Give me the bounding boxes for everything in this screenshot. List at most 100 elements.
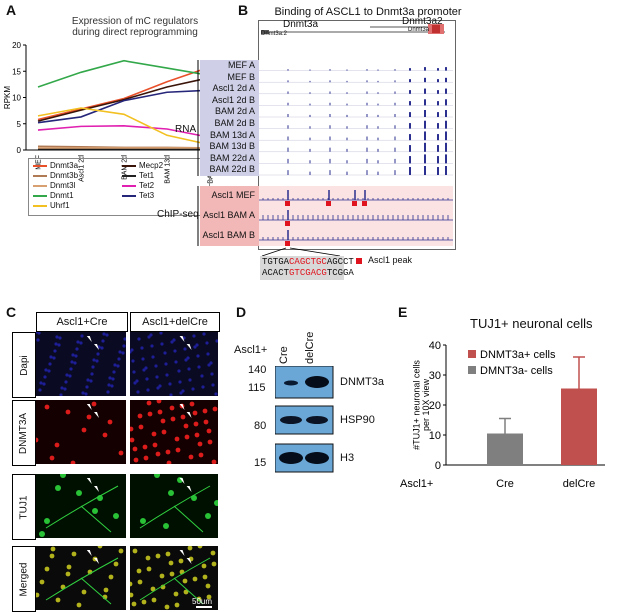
cell-nucleus	[196, 354, 200, 358]
cell-nucleus	[76, 340, 80, 344]
cell-nucleus	[65, 409, 71, 415]
cell-nucleus	[43, 375, 47, 379]
cell-nucleus	[130, 581, 133, 587]
cell-nucleus	[55, 597, 61, 603]
cell-nucleus	[182, 578, 188, 584]
legend-swatch	[33, 205, 47, 207]
cell-nucleus	[158, 384, 162, 388]
rna-track-label-ascl1-2d-a: Ascl1 2d A	[212, 83, 255, 94]
legend-label: Mecp2	[139, 161, 164, 170]
neurite	[80, 505, 112, 533]
cell-nucleus	[71, 353, 75, 357]
cell-nucleus	[188, 454, 194, 460]
col-header-delcre: Ascl1+delCre	[130, 312, 220, 332]
cell-nucleus	[57, 343, 61, 347]
cell-nucleus	[68, 374, 72, 378]
marker-140: 140	[248, 364, 267, 376]
cell-nucleus	[132, 370, 136, 374]
rna-track-label-bam-22d-a: BAM 22d A	[209, 152, 255, 163]
cell-nucleus	[100, 346, 104, 350]
cell-nucleus	[96, 352, 100, 356]
chart-a-xtick-label-bam-2d: BAM 2d	[122, 155, 129, 180]
cell-nucleus	[103, 587, 109, 593]
cell-nucleus	[184, 434, 190, 440]
legend-swatch	[33, 175, 47, 177]
cell-nucleus	[173, 591, 179, 597]
cell-nucleus	[179, 391, 183, 395]
arrowhead-icon	[186, 412, 192, 418]
legend-label: Tet3	[139, 191, 155, 200]
cell-nucleus	[76, 602, 82, 608]
blot-header: Ascl1+	[234, 344, 268, 356]
arrowhead-icon	[186, 344, 192, 350]
rna-track-label-bam-22d-b: BAM 22d B	[209, 164, 255, 175]
cell-nucleus	[154, 474, 160, 478]
cell-nucleus	[177, 369, 181, 373]
cell-nucleus	[173, 349, 177, 353]
chart-a-title: Expression of mC regulators during direc…	[40, 16, 230, 38]
motif-seq-line1: TGTGACAGCTGCAGCCT	[262, 257, 354, 267]
cell-nucleus	[50, 546, 56, 552]
gene-model-left-label: Dnmt3a.2	[261, 31, 288, 37]
arrowhead-icon	[94, 558, 99, 564]
series-line-uhrf1	[37, 107, 211, 146]
arrowhead-icon	[94, 486, 99, 492]
chart-e-ytick-label: 20	[429, 400, 441, 412]
neurite	[173, 505, 204, 533]
cell-nucleus	[210, 550, 216, 556]
cell-nucleus	[174, 602, 180, 608]
cell-nucleus	[54, 342, 58, 346]
legend-item-dnmt3b: Dnmt3b	[33, 171, 116, 181]
cell-nucleus	[63, 387, 67, 391]
cell-nucleus	[184, 358, 188, 362]
cell-nucleus	[192, 410, 198, 416]
gene-model-right-label: Dnmt3a	[408, 27, 430, 33]
neurite	[80, 577, 112, 605]
cell-nucleus	[130, 437, 135, 443]
cell-nucleus	[202, 574, 208, 580]
chart-a-xtick-label-mef: MEF	[36, 155, 43, 170]
marker-15: 15	[254, 457, 267, 469]
cell-nucleus	[164, 362, 168, 366]
chart-a-ytick-label: 0	[17, 146, 22, 155]
cell-nucleus	[133, 457, 139, 463]
cell-nucleus	[44, 368, 48, 372]
cell-nucleus	[212, 406, 218, 412]
panel-b-letter: B	[238, 2, 249, 18]
marker-80: 80	[254, 420, 267, 432]
cell-nucleus	[180, 414, 186, 420]
browser-title: Binding of ASCL1 to Dnmt3a promoter	[274, 6, 462, 18]
chart-a-ytick-label: 10	[12, 94, 21, 103]
cell-nucleus	[196, 596, 202, 602]
cell-nucleus	[142, 368, 146, 372]
blot-label-hsp90: HSP90	[340, 414, 375, 426]
cell-nucleus	[211, 459, 217, 464]
legend-swatch	[33, 185, 47, 187]
cell-nucleus	[156, 386, 160, 390]
cell-nucleus	[192, 576, 198, 582]
legend-item-mecp2: Mecp2	[122, 161, 205, 171]
cell-nucleus	[81, 427, 87, 433]
cell-nucleus	[160, 342, 164, 346]
series-line-dnmt1	[37, 59, 211, 88]
cell-nucleus	[39, 579, 45, 585]
cell-nucleus	[71, 551, 77, 557]
marker-115: 115	[248, 382, 266, 394]
cell-nucleus	[75, 347, 79, 351]
cell-nucleus	[69, 367, 73, 371]
cell-nucleus	[131, 359, 135, 363]
cell-nucleus	[205, 513, 211, 519]
cell-nucleus	[206, 352, 210, 356]
cell-nucleus	[48, 362, 52, 366]
chart-a-xtick-label-ascl1-2d: Ascl1 2d	[79, 155, 86, 182]
cell-nucleus	[205, 341, 209, 345]
cell-nucleus	[36, 332, 38, 334]
legend-swatch	[33, 195, 47, 197]
arrowhead-icon	[179, 550, 185, 556]
chip-track-label-ascl1-mef: Ascl1 MEF	[211, 190, 255, 200]
band-hsp90-cre	[280, 416, 302, 424]
chart-e-title: TUJ1+ neuronal cells	[470, 316, 593, 331]
cell-nucleus	[38, 388, 42, 392]
arrowhead-icon	[86, 336, 92, 342]
